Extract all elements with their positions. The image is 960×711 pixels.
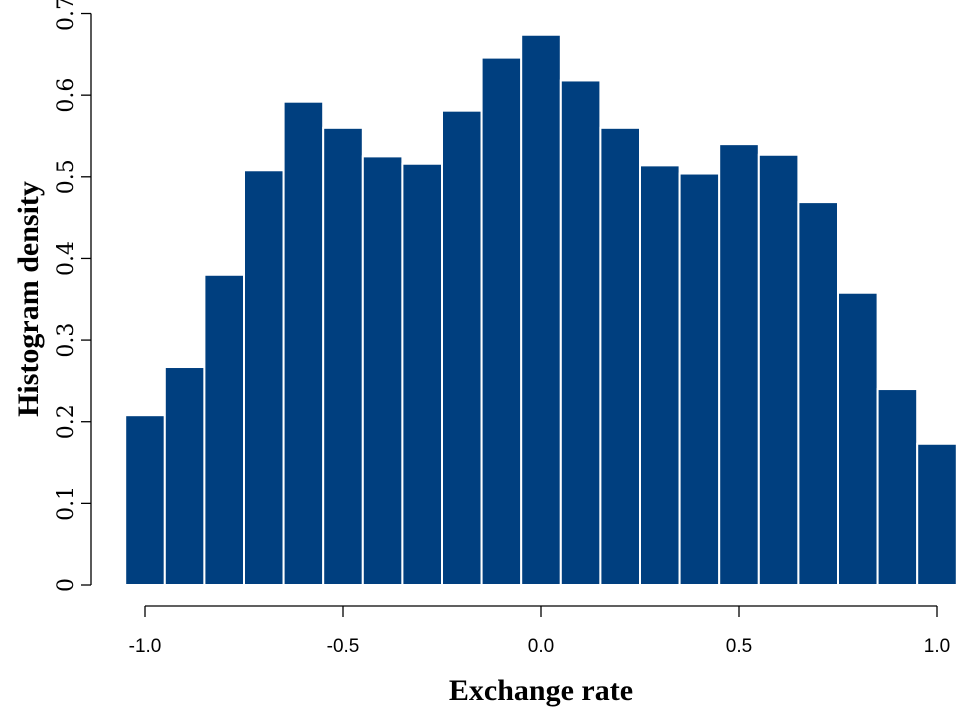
histogram-bar <box>363 156 403 585</box>
histogram-bar <box>442 111 482 585</box>
histogram-bar <box>323 128 363 585</box>
histogram-bar <box>165 367 205 585</box>
y-axis: 0 0.1 0.2 0.3 0.4 0.5 0.6 0.7 <box>54 0 91 592</box>
histogram-bar <box>482 58 522 585</box>
y-axis-title: Histogram density <box>12 181 45 417</box>
histogram-bars <box>125 35 957 585</box>
histogram-bar <box>680 174 720 585</box>
histogram-bar <box>917 444 957 585</box>
x-tick-label: -1.0 <box>129 636 162 657</box>
x-tick-label: -0.5 <box>327 636 360 657</box>
y-tick-label: 0.2 <box>54 404 79 439</box>
histogram-bar <box>561 80 601 585</box>
histogram-bar <box>204 275 244 585</box>
x-axis: -1.0 -0.5 0.0 0.5 1.0 <box>129 606 951 657</box>
histogram-bar <box>838 293 878 585</box>
histogram-bar <box>521 35 561 585</box>
y-tick-label: 0 <box>54 578 79 592</box>
x-tick-label: 0.0 <box>528 636 554 657</box>
histogram-bar <box>640 165 680 585</box>
histogram-bar <box>244 170 284 585</box>
x-tick-label: 1.0 <box>924 636 950 657</box>
histogram-bar <box>402 164 442 585</box>
histogram-bar <box>719 144 759 585</box>
histogram-bar <box>878 389 918 585</box>
x-tick-label: 0.5 <box>726 636 752 657</box>
y-tick-label: 0.4 <box>54 241 79 276</box>
histogram-bar <box>600 128 640 585</box>
histogram-bar <box>798 202 838 585</box>
x-axis-title: Exchange rate <box>449 674 633 707</box>
y-tick-label: 0.7 <box>54 0 79 31</box>
histogram-bar <box>284 102 324 585</box>
y-tick-label: 0.3 <box>54 323 79 358</box>
y-tick-label: 0.1 <box>54 486 79 521</box>
histogram-bar <box>759 155 799 585</box>
y-tick-label: 0.5 <box>54 159 79 194</box>
histogram-bar <box>125 415 165 585</box>
y-tick-label: 0.6 <box>54 78 79 113</box>
